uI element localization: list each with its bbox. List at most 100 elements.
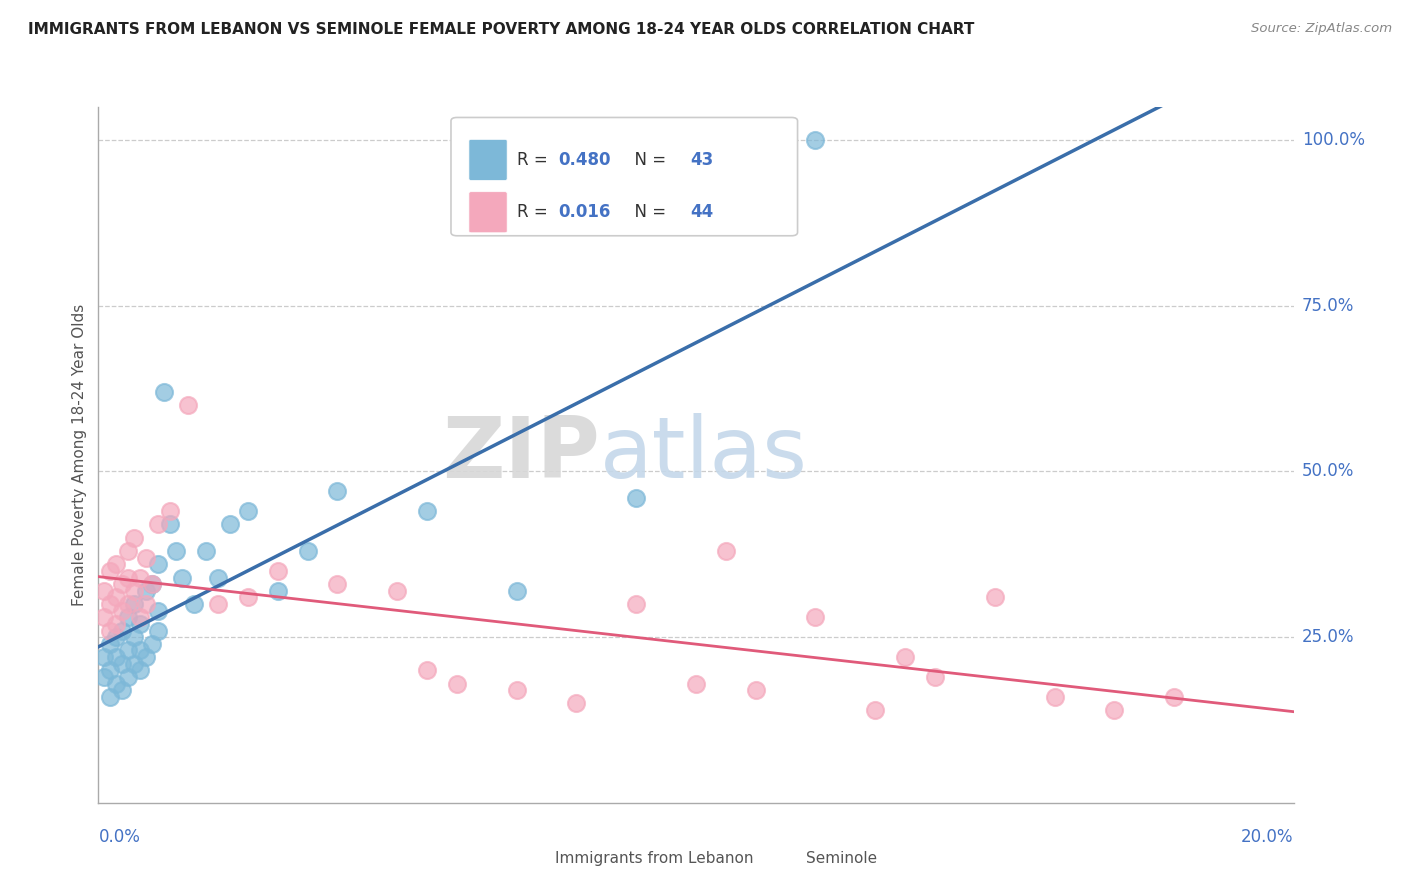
Text: 20.0%: 20.0% <box>1241 828 1294 846</box>
Point <box>111 577 134 591</box>
Point <box>105 558 128 572</box>
Text: 50.0%: 50.0% <box>1302 462 1354 481</box>
Point <box>565 697 588 711</box>
Point <box>98 663 122 677</box>
Point <box>135 650 157 665</box>
Point <box>117 610 139 624</box>
Point <box>105 676 128 690</box>
Point <box>416 504 439 518</box>
Text: Source: ZipAtlas.com: Source: ZipAtlas.com <box>1251 22 1392 36</box>
Point <box>129 616 152 631</box>
Point <box>865 703 887 717</box>
Point <box>506 583 529 598</box>
Point <box>326 484 349 499</box>
Point <box>745 683 768 698</box>
Point <box>98 690 122 704</box>
Point <box>98 624 122 638</box>
Text: 25.0%: 25.0% <box>1302 628 1354 646</box>
Point <box>267 583 290 598</box>
Text: 0.480: 0.480 <box>558 151 612 169</box>
Point <box>207 570 229 584</box>
Text: R =: R = <box>517 203 553 221</box>
Point <box>111 683 134 698</box>
Point <box>124 531 146 545</box>
Point <box>326 577 349 591</box>
Text: N =: N = <box>624 151 672 169</box>
Text: IMMIGRANTS FROM LEBANON VS SEMINOLE FEMALE POVERTY AMONG 18-24 YEAR OLDS CORRELA: IMMIGRANTS FROM LEBANON VS SEMINOLE FEMA… <box>28 22 974 37</box>
Point <box>194 544 218 558</box>
Point <box>153 384 176 399</box>
Point <box>105 616 128 631</box>
Point <box>111 624 134 638</box>
Point <box>624 597 647 611</box>
Point <box>129 643 152 657</box>
Point <box>1104 703 1126 717</box>
Point <box>207 597 229 611</box>
Point <box>93 670 115 684</box>
Point <box>416 663 439 677</box>
Text: 43: 43 <box>690 151 713 169</box>
Point <box>111 657 134 671</box>
Point <box>148 558 170 572</box>
FancyBboxPatch shape <box>451 118 797 235</box>
Text: atlas: atlas <box>600 413 808 497</box>
Point <box>129 610 152 624</box>
Point <box>117 544 139 558</box>
Point <box>124 630 146 644</box>
Point <box>129 663 152 677</box>
Point <box>105 630 128 644</box>
Point <box>804 133 827 147</box>
Text: Seminole: Seminole <box>806 851 877 866</box>
Text: 0.016: 0.016 <box>558 203 612 221</box>
Point <box>141 637 163 651</box>
Point <box>924 670 946 684</box>
Point <box>506 683 529 698</box>
Point <box>446 676 468 690</box>
Point <box>117 670 139 684</box>
Point <box>297 544 319 558</box>
Point <box>1163 690 1185 704</box>
Text: Immigrants from Lebanon: Immigrants from Lebanon <box>555 851 754 866</box>
Point <box>385 583 409 598</box>
Point <box>177 398 200 412</box>
Point <box>135 583 157 598</box>
Point <box>148 604 170 618</box>
Point <box>141 577 163 591</box>
Point <box>183 597 205 611</box>
Point <box>236 591 259 605</box>
FancyBboxPatch shape <box>470 139 508 180</box>
Point <box>983 591 1005 605</box>
Point <box>98 597 122 611</box>
Point <box>105 591 128 605</box>
Point <box>714 544 737 558</box>
Point <box>1043 690 1066 704</box>
Point <box>98 564 122 578</box>
Point <box>685 676 707 690</box>
Point <box>111 604 134 618</box>
Point <box>129 570 152 584</box>
Text: 44: 44 <box>690 203 713 221</box>
Point <box>105 650 128 665</box>
Point <box>117 597 139 611</box>
Point <box>135 597 157 611</box>
Point <box>124 597 146 611</box>
Point <box>267 564 290 578</box>
Point <box>98 637 122 651</box>
Point <box>894 650 917 665</box>
Point <box>172 570 194 584</box>
FancyBboxPatch shape <box>772 847 803 870</box>
Text: 0.0%: 0.0% <box>98 828 141 846</box>
Point <box>159 517 181 532</box>
Point <box>124 657 146 671</box>
Point <box>148 517 170 532</box>
Point <box>141 577 163 591</box>
Point <box>93 583 115 598</box>
Point <box>124 583 146 598</box>
Point <box>804 610 827 624</box>
Y-axis label: Female Poverty Among 18-24 Year Olds: Female Poverty Among 18-24 Year Olds <box>72 304 87 606</box>
Point <box>135 550 157 565</box>
Point <box>236 504 259 518</box>
Text: ZIP: ZIP <box>443 413 600 497</box>
Point <box>165 544 187 558</box>
Point <box>148 624 170 638</box>
